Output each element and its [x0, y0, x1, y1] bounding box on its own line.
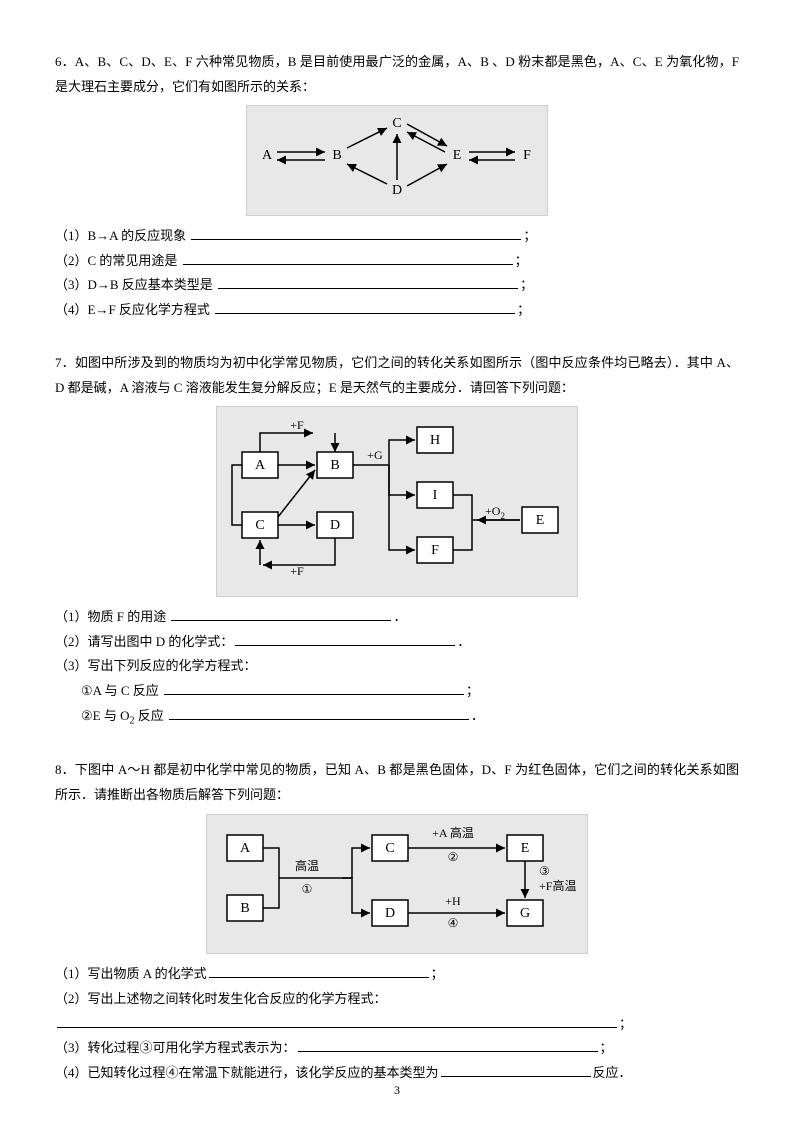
- q8-part2: （2）写出上述物之间转化时发生化合反应的化学方程式：: [55, 987, 739, 1012]
- q6-node-F: F: [523, 149, 531, 164]
- q8-l-gaowen1: 高温: [295, 858, 319, 873]
- q8-node-D: D: [385, 906, 395, 921]
- blank: [171, 608, 391, 621]
- punct: ；: [600, 1040, 613, 1055]
- q7-p3b-tail: 反应: [134, 708, 163, 723]
- q7-node-I: I: [433, 488, 438, 503]
- punct: ．: [393, 609, 406, 624]
- q6-p1-text: （1）B→A 的反应现象: [55, 228, 186, 243]
- q7-p1-text: （1）物质 F 的用途: [55, 609, 166, 624]
- q8-diagram-svg: A B C D E G 高温 ①: [207, 815, 587, 945]
- q8-node-C: C: [385, 841, 394, 856]
- q6-node-B: B: [332, 149, 341, 164]
- punct: ；: [619, 1016, 632, 1031]
- blank: [164, 682, 464, 695]
- blank: [218, 276, 518, 289]
- q7-p3b-text: ②E 与 O: [81, 708, 129, 723]
- question-7: 7．如图中所涉及到的物质均为初中化学常见物质，它们之间的转化关系如图所示（图中反…: [55, 351, 739, 730]
- punct: ；: [515, 253, 528, 268]
- q8-l-circ4: ④: [448, 916, 459, 930]
- q6-part1: （1）B→A 的反应现象 ；: [55, 224, 739, 249]
- q7-node-H: H: [430, 433, 440, 448]
- punct: ；: [520, 277, 533, 292]
- q7-node-D: D: [330, 518, 340, 533]
- q6-part3: （3）D→B 反应基本类型是 ；: [55, 273, 739, 298]
- q6-node-E: E: [453, 149, 462, 164]
- q7-part3a: ①A 与 C 反应 ；: [55, 679, 739, 704]
- q8-p4b-text: 反应．: [593, 1065, 632, 1080]
- q8-figure: A B C D E G 高温 ①: [206, 814, 588, 955]
- q8-l-topA: +A 高温: [432, 825, 474, 840]
- q6-figure: A B C D E F: [246, 105, 548, 216]
- blank: [441, 1064, 591, 1077]
- q7-part1: （1）物质 F 的用途 ．: [55, 605, 739, 630]
- q7-node-B: B: [330, 458, 339, 473]
- q8-part1: （1）写出物质 A 的化学式 ；: [55, 962, 739, 987]
- q6-node-D: D: [392, 184, 402, 199]
- q7-node-F: F: [431, 543, 439, 558]
- q8-figure-wrap: A B C D E G 高温 ①: [55, 814, 739, 955]
- q8-part2-blank: ；: [55, 1012, 739, 1037]
- q6-node-A: A: [262, 149, 273, 164]
- q6-figure-wrap: A B C D E F: [55, 105, 739, 216]
- blank: [215, 301, 515, 314]
- blank: [183, 252, 513, 265]
- q8-node-A: A: [240, 841, 251, 856]
- q8-p1-text: （1）写出物质 A 的化学式: [55, 966, 207, 981]
- q6-part2: （2）C 的常见用途是 ；: [55, 249, 739, 274]
- q7-figure-wrap: A C B D H I F E +F +F +G +O2: [55, 406, 739, 597]
- q7-p2-text: （2）请写出图中 D 的化学式：: [55, 634, 233, 649]
- q8-l-circ3: ③: [539, 864, 550, 878]
- q8-p3-text: （3）转化过程③可用化学方程式表示为：: [55, 1040, 296, 1055]
- q7-part3: （3）写出下列反应的化学方程式：: [55, 654, 739, 679]
- q8-l-pH: +H: [445, 894, 461, 908]
- blank: [169, 707, 469, 720]
- q7-label-pF2: +F: [290, 564, 304, 578]
- q6-node-C: C: [392, 117, 401, 132]
- q7-diagram-svg: A C B D H I F E +F +F +G +O2: [217, 407, 577, 587]
- q7-stem: 7．如图中所涉及到的物质均为初中化学常见物质，它们之间的转化关系如图所示（图中反…: [55, 351, 739, 400]
- q8-l-pF: +F高温: [539, 878, 576, 893]
- page-number: 3: [0, 1079, 794, 1102]
- q7-figure: A C B D H I F E +F +F +G +O2: [216, 406, 578, 597]
- q8-node-E: E: [521, 841, 530, 856]
- q7-node-E: E: [536, 513, 545, 528]
- q8-part3: （3）转化过程③可用化学方程式表示为： ；: [55, 1036, 739, 1061]
- question-6: 6．A、B、C、D、E、F 六种常见物质，B 是目前使用最广泛的金属，A、B 、…: [55, 50, 739, 323]
- q7-p3-text: （3）写出下列反应的化学方程式：: [55, 658, 257, 673]
- q8-p4a-text: （4）已知转化过程④在常温下就能进行，该化学反应的基本类型为: [55, 1065, 439, 1080]
- q7-label-pF1: +F: [290, 418, 304, 432]
- q7-p3a-text: ①A 与 C 反应: [81, 683, 159, 698]
- q7-node-C: C: [255, 518, 264, 533]
- q7-label-pG: +G: [367, 448, 383, 462]
- q8-stem: 8．下图中 A～H 都是初中化学中常见的物质，已知 A、B 都是黑色固体，D、F…: [55, 758, 739, 807]
- q6-stem: 6．A、B、C、D、E、F 六种常见物质，B 是目前使用最广泛的金属，A、B 、…: [55, 50, 739, 99]
- q8-l-circ1: ①: [302, 882, 313, 896]
- q8-l-circ2: ②: [448, 850, 459, 864]
- blank: [191, 227, 521, 240]
- q7-part3b: ②E 与 O2 反应 ．: [55, 704, 739, 731]
- blank: [235, 633, 455, 646]
- punct: ；: [523, 228, 536, 243]
- question-8: 8．下图中 A～H 都是初中化学中常见的物质，已知 A、B 都是黑色固体，D、F…: [55, 758, 739, 1086]
- punct: ；: [517, 302, 530, 317]
- q6-p3-text: （3）D→B 反应基本类型是: [55, 277, 213, 292]
- q6-part4: （4）E→F 反应化学方程式 ；: [55, 298, 739, 323]
- q8-node-G: G: [520, 906, 530, 921]
- q6-p4-text: （4）E→F 反应化学方程式: [55, 302, 210, 317]
- punct: ．: [471, 708, 484, 723]
- q6-diagram-svg: A B C D E F: [247, 106, 547, 206]
- q6-p2-text: （2）C 的常见用途是: [55, 253, 177, 268]
- q7-part2: （2）请写出图中 D 的化学式： ．: [55, 630, 739, 655]
- q7-node-A: A: [255, 458, 266, 473]
- punct: ；: [466, 683, 479, 698]
- punct: ；: [431, 966, 444, 981]
- punct: ．: [457, 634, 470, 649]
- blank: [209, 965, 429, 978]
- q8-p2-text: （2）写出上述物之间转化时发生化合反应的化学方程式：: [55, 991, 387, 1006]
- q8-node-B: B: [240, 901, 249, 916]
- blank: [57, 1015, 617, 1028]
- blank: [298, 1039, 598, 1052]
